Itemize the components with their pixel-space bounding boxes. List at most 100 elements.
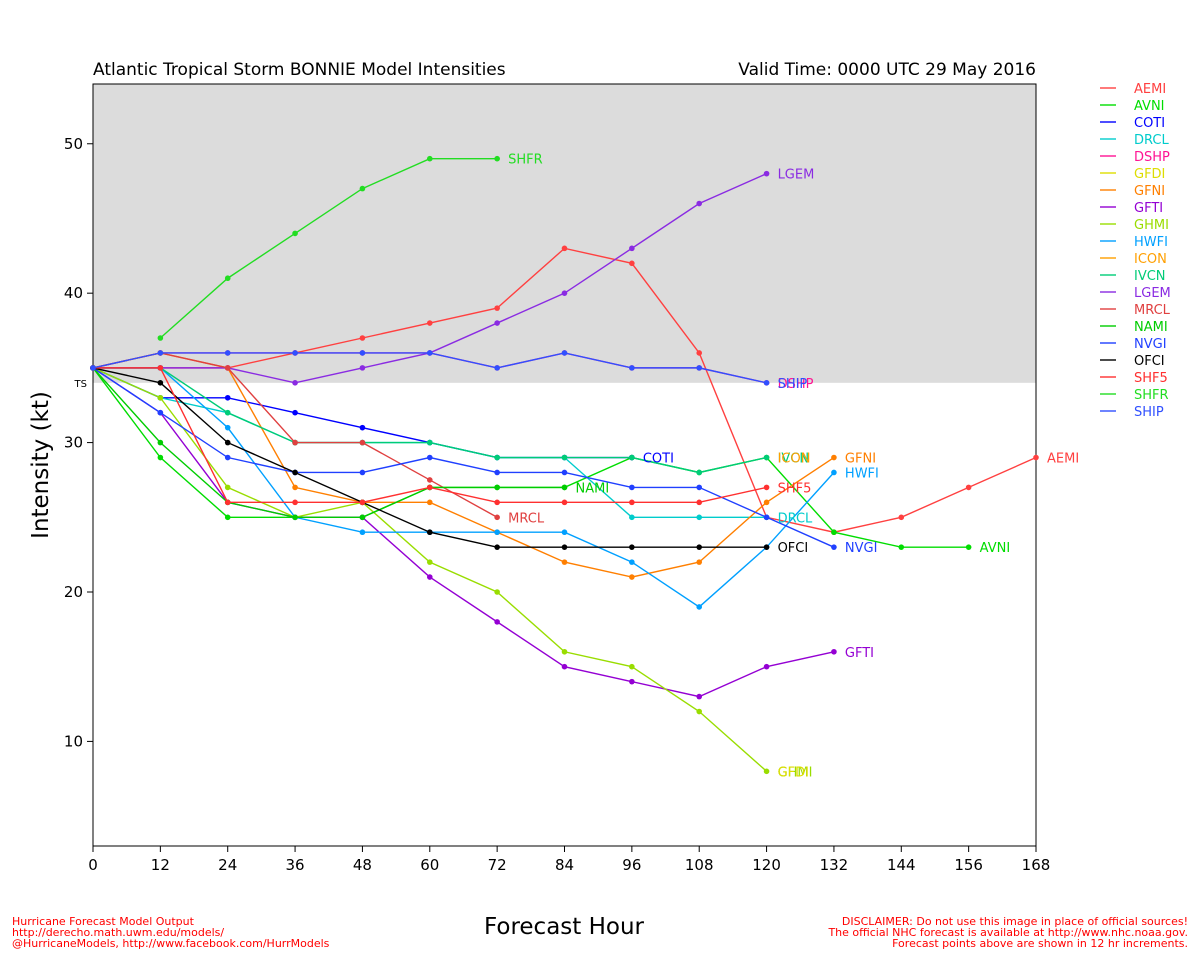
data-point [831, 648, 837, 655]
data-point [561, 648, 568, 655]
end-label: OFCI [778, 541, 809, 556]
x-tick-label: 84 [555, 856, 574, 874]
data-point [494, 469, 500, 476]
ts-shaded-region [93, 84, 1036, 383]
disclaimer-line-2: The official NHC forecast is available a… [827, 926, 1188, 939]
series-nami [90, 365, 568, 521]
data-point [629, 574, 635, 580]
data-point [157, 335, 164, 341]
data-point [898, 544, 905, 550]
data-point [561, 499, 568, 506]
x-tick-label: 24 [218, 856, 237, 874]
data-point [629, 365, 635, 371]
data-point [359, 335, 366, 341]
data-point [763, 454, 770, 461]
legend-label: OFCI [1134, 354, 1165, 369]
data-point [1033, 454, 1039, 461]
legend-label: SHF5 [1134, 371, 1168, 386]
data-point [696, 499, 703, 506]
ts-threshold-label: TS [74, 379, 87, 390]
data-point [561, 290, 568, 296]
data-point [359, 529, 366, 536]
data-point [494, 484, 500, 491]
data-point [157, 454, 164, 461]
data-point [494, 499, 500, 506]
data-point [426, 499, 433, 506]
data-point [224, 514, 231, 521]
data-point [426, 155, 433, 162]
legend-label: AVNI [1134, 99, 1165, 114]
axes: 0 12 24 36 48 60 72 84 96 108 120 132 144 156 168 10 20 3… [64, 83, 1051, 874]
x-tick-label: 168 [1022, 856, 1051, 874]
data-point [224, 439, 231, 446]
data-point [629, 663, 635, 670]
ts-shade-rect [93, 84, 1036, 383]
x-tick-label: 72 [488, 856, 507, 874]
x-tick-label: 96 [622, 856, 641, 874]
end-label: ICON [778, 452, 811, 467]
legend-label: SHIP [1134, 405, 1164, 420]
data-point [629, 260, 635, 267]
data-point [292, 230, 298, 237]
data-point [763, 663, 770, 670]
data-point [561, 544, 568, 550]
legend-label: SHFR [1134, 388, 1169, 403]
legend-label: MRCL [1134, 303, 1171, 318]
y-tick-label: 20 [64, 583, 83, 601]
y-tick-label: 10 [64, 732, 83, 750]
end-label: GFTI [845, 646, 874, 661]
data-point [426, 454, 433, 461]
data-point [696, 365, 703, 371]
data-point [696, 469, 703, 476]
data-point [561, 663, 568, 670]
end-label: MRCL [508, 511, 545, 526]
x-tick-label: 12 [151, 856, 170, 874]
data-point [359, 499, 366, 506]
data-point [426, 484, 433, 491]
data-point [831, 529, 837, 536]
data-point [292, 499, 298, 506]
data-point [696, 604, 703, 610]
data-point [965, 544, 972, 550]
data-point [359, 469, 366, 476]
series-line [92, 367, 835, 548]
data-point [831, 469, 837, 476]
data-point [494, 155, 500, 162]
x-tick-label: 108 [685, 856, 714, 874]
end-label: GHMI [778, 765, 813, 780]
data-point [157, 439, 164, 446]
end-label: GFDI [778, 765, 809, 780]
data-point [629, 484, 635, 491]
data-point [561, 559, 568, 565]
end-label: COTI [643, 452, 674, 467]
data-point [561, 529, 568, 536]
legend: AEMI AVNI COTI DRCL DSHP GFDI GFNI GFTI GHMI HWFI… [1100, 82, 1171, 420]
data-point [494, 544, 500, 550]
data-point [224, 499, 231, 506]
x-tick-label: 120 [752, 856, 781, 874]
legend-label: AEMI [1134, 82, 1166, 97]
series-shfr [157, 155, 500, 341]
data-point [831, 544, 837, 550]
end-label: SHF5 [778, 481, 812, 496]
data-point [494, 320, 500, 326]
series-line [159, 158, 498, 339]
data-point [426, 439, 433, 446]
data-point [359, 424, 366, 431]
data-point [426, 559, 433, 565]
series-line [92, 367, 565, 518]
data-point [359, 439, 366, 446]
end-label: AEMI [1047, 452, 1079, 467]
data-point [224, 275, 231, 282]
data-point [494, 454, 500, 461]
data-point [561, 245, 568, 252]
chart-title: Atlantic Tropical Storm BONNIE Model Int… [93, 60, 506, 80]
data-point [359, 185, 366, 192]
data-point [292, 514, 298, 521]
data-point [157, 380, 164, 386]
series-lines [90, 155, 1039, 775]
data-point [763, 380, 770, 386]
credit-line-2: http://derecho.math.uwm.edu/models/ [12, 926, 224, 939]
data-point [696, 559, 703, 565]
